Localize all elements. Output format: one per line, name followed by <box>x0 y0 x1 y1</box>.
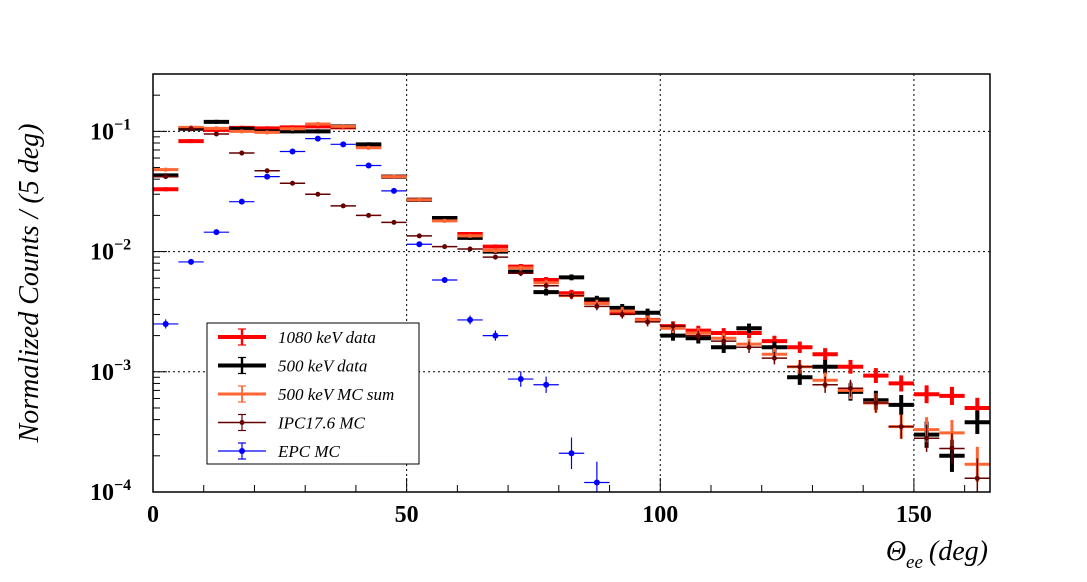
data-point <box>289 148 296 155</box>
data-point <box>645 319 651 325</box>
data-point <box>213 131 219 137</box>
legend-entry: IPC17.6 MC <box>218 414 366 433</box>
data-point <box>162 320 169 327</box>
data-point <box>163 174 169 180</box>
x-tick-label: 150 <box>896 502 932 528</box>
legend-label: 1080 keV data <box>278 328 376 347</box>
legend-entry: EPC MC <box>218 442 341 461</box>
data-point <box>188 258 195 265</box>
x-tick-label: 50 <box>395 502 419 528</box>
y-tick-label: 10−3 <box>90 357 131 386</box>
data-point <box>873 400 879 406</box>
data-point <box>467 316 474 323</box>
plot-frame <box>152 73 991 493</box>
data-point <box>619 311 625 317</box>
data-point <box>441 277 448 284</box>
data-point <box>848 385 853 391</box>
y-tick-label: 10−2 <box>90 237 131 266</box>
legend-entry: 1080 keV data <box>218 328 376 347</box>
data-point <box>974 475 980 481</box>
data-point <box>594 303 600 309</box>
data-point <box>213 229 220 236</box>
data-point <box>391 219 397 225</box>
legend-label: 500 keV MC sum <box>278 385 394 404</box>
data-point <box>568 450 575 457</box>
data-point <box>340 141 347 148</box>
data-point <box>290 180 295 186</box>
data-point <box>442 244 448 250</box>
data-point <box>390 187 397 194</box>
x-axis-title-main: Θ <box>886 536 906 567</box>
data-point <box>518 270 524 276</box>
x-tick-label: 0 <box>147 502 159 528</box>
legend-swatch-marker <box>239 420 245 425</box>
data-point <box>543 381 550 388</box>
legend-entry: 500 keV data <box>218 357 367 376</box>
data-point <box>898 424 904 430</box>
data-point <box>949 446 955 452</box>
y-tick-label: 10−1 <box>90 116 131 145</box>
axis-ticks: 0 50 100 150 10−1 10−2 10−3 10−4 <box>90 94 966 528</box>
data-point <box>721 338 727 344</box>
data-point <box>492 254 498 260</box>
legend-entry: 500 keV MC sum <box>218 385 394 404</box>
data-point <box>797 364 803 370</box>
data-point <box>238 198 245 205</box>
data-point <box>543 283 549 289</box>
data-point <box>822 382 828 388</box>
series-4 <box>153 135 610 492</box>
data-point <box>695 333 701 339</box>
legend-label: IPC17.6 MC <box>277 414 366 433</box>
y-axis-title: Normalized Counts / (5 deg) <box>14 124 45 444</box>
legend-label: 500 keV data <box>278 357 367 376</box>
series-3 <box>153 126 990 492</box>
data-point <box>517 376 524 383</box>
data-point <box>467 246 473 252</box>
legend-label: EPC MC <box>277 442 341 461</box>
data-point <box>315 191 321 197</box>
data-point <box>593 479 600 486</box>
x-axis-title: Θee (deg) <box>886 536 988 573</box>
data-point <box>366 212 372 218</box>
data-point <box>314 135 321 142</box>
data-point <box>670 323 676 329</box>
data-point <box>771 355 777 361</box>
data-point <box>340 203 346 209</box>
data-point <box>746 344 752 350</box>
data-point <box>924 435 930 441</box>
data-point <box>239 150 245 156</box>
data-point <box>188 126 194 132</box>
legend: 1080 keV data 500 keV data 500 keV MC sum I… <box>206 322 420 465</box>
data-point <box>416 233 422 239</box>
data-point <box>416 241 423 248</box>
data-point <box>492 332 499 339</box>
x-tick-label: 100 <box>642 502 678 528</box>
plot-data <box>153 119 990 492</box>
x-axis-title-unit: (deg) <box>929 536 988 567</box>
y-tick-label: 10−4 <box>90 477 131 506</box>
data-point <box>569 293 574 299</box>
data-point <box>264 173 271 180</box>
data-point <box>264 168 270 174</box>
x-axis-title-sub: ee <box>906 552 923 573</box>
data-point <box>365 162 372 169</box>
legend-swatch-marker <box>239 448 245 454</box>
